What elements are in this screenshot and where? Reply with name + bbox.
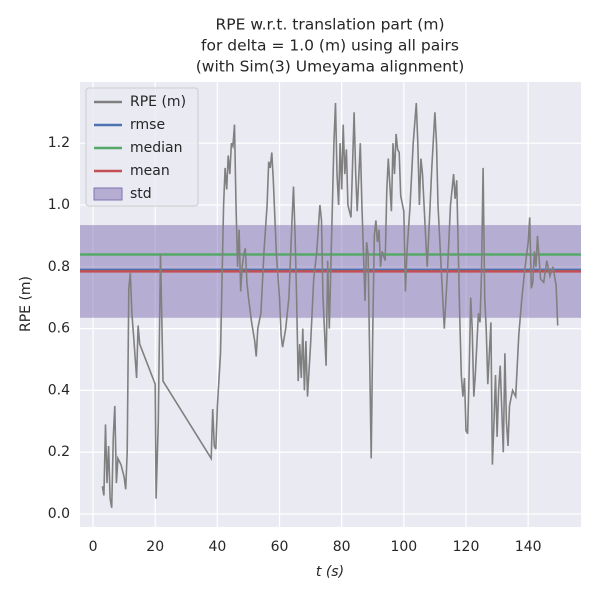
y-tick-label: 0.8 xyxy=(48,259,70,275)
data-line xyxy=(101,102,559,508)
x-tick-label: 0 xyxy=(89,539,98,555)
x-tick-label: 140 xyxy=(515,539,542,555)
legend-label: median xyxy=(130,140,182,156)
y-tick-label: 0.0 xyxy=(48,506,70,522)
x-axis-label: t (s) xyxy=(316,564,344,580)
y-axis-label: RPE (m) xyxy=(18,276,34,332)
x-tick-label: 60 xyxy=(271,539,289,555)
chart-title: RPE w.r.t. translation part (m) xyxy=(215,16,444,34)
y-tick-label: 1.0 xyxy=(48,197,70,213)
legend-label: mean xyxy=(130,163,170,179)
y-tick-label: 0.6 xyxy=(48,321,70,337)
legend-swatch xyxy=(93,187,123,201)
x-tick-label: 40 xyxy=(208,539,226,555)
x-tick-label: 20 xyxy=(146,539,164,555)
y-tick-label: 0.4 xyxy=(48,382,70,398)
chart-title: for delta = 1.0 (m) using all pairs xyxy=(201,37,459,55)
chart-title: (with Sim(3) Umeyama alignment) xyxy=(196,58,465,76)
legend-label: RPE (m) xyxy=(130,94,186,110)
legend-box xyxy=(85,87,199,207)
y-tick-label: 0.2 xyxy=(48,444,70,460)
x-tick-label: 100 xyxy=(390,539,417,555)
x-tick-label: 120 xyxy=(453,539,480,555)
y-tick-label: 1.2 xyxy=(48,135,70,151)
legend-label: rmse xyxy=(130,117,165,133)
x-tick-label: 80 xyxy=(333,539,351,555)
legend-label: std xyxy=(130,186,152,202)
